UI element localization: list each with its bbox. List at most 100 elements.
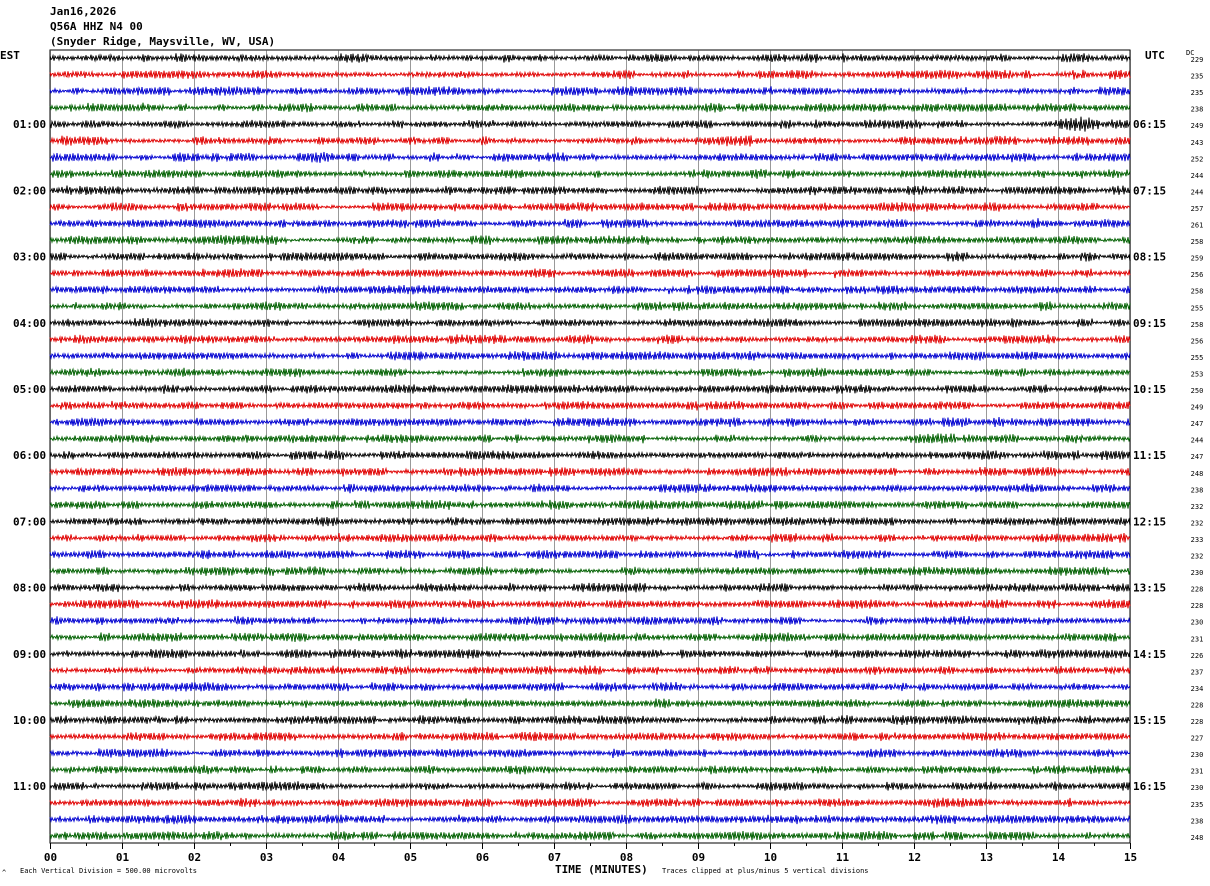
est-hour-label: 03:00 (13, 251, 46, 264)
dc-offset-label: 244 (1191, 188, 1204, 196)
seismic-trace (49, 251, 1131, 262)
seismic-trace (49, 367, 1131, 378)
seismic-trace (49, 664, 1131, 676)
x-tick-label: 15 (1124, 851, 1137, 864)
dc-offset-label: 235 (1191, 801, 1204, 809)
seismic-trace (49, 135, 1131, 147)
dc-offset-label: 259 (1191, 255, 1204, 263)
utc-hour-label: 15:15 (1133, 714, 1166, 727)
station-location: (Snyder Ridge, Maysville, WV, USA) (50, 35, 276, 48)
dc-offset-label: 227 (1191, 735, 1204, 743)
dc-offset-label: 230 (1191, 751, 1204, 759)
trace-group (49, 52, 1131, 841)
est-hour-label: 11:00 (13, 780, 46, 793)
dc-offset-label: 234 (1191, 685, 1204, 693)
seismic-trace (49, 698, 1131, 709)
seismic-trace (49, 714, 1130, 725)
seismic-trace (49, 780, 1131, 792)
seismic-trace (49, 516, 1131, 527)
dc-offset-label: 231 (1191, 635, 1204, 643)
dc-offset-label: 258 (1191, 321, 1204, 329)
chart-grid (49, 49, 1131, 849)
dc-offset-label: 255 (1191, 304, 1204, 312)
seismic-trace (49, 466, 1131, 478)
dc-column-label: DC (1186, 49, 1195, 57)
dc-offset-label: 232 (1191, 553, 1204, 561)
dc-offset-label: 244 (1191, 437, 1204, 445)
seismic-trace (49, 318, 1131, 328)
clip-note: Traces clipped at plus/minus 5 vertical … (662, 867, 869, 875)
x-tick-label: 11 (836, 851, 850, 864)
dc-offset-label: 256 (1191, 271, 1204, 279)
dc-offset-label: 238 (1191, 817, 1204, 825)
seismic-trace (49, 185, 1131, 196)
dc-offset-label: 248 (1191, 470, 1204, 478)
seismic-trace (49, 582, 1131, 593)
seismic-trace (49, 499, 1131, 510)
seismic-trace (49, 681, 1131, 692)
dc-offset-label: 232 (1191, 503, 1204, 511)
seismic-trace (49, 384, 1131, 394)
utc-hour-label: 10:15 (1133, 383, 1166, 396)
left-timezone-label: EST (0, 49, 20, 62)
dc-offset-label: 230 (1191, 569, 1204, 577)
dc-offset-label: 243 (1191, 139, 1204, 147)
seismic-trace (49, 168, 1131, 179)
seismic-trace (49, 102, 1131, 113)
x-tick-label: 12 (908, 851, 921, 864)
dc-offset-label: 255 (1191, 354, 1204, 362)
dc-offset-label: 230 (1191, 784, 1204, 792)
utc-hour-label: 09:15 (1133, 317, 1166, 330)
dc-offset-label: 237 (1191, 668, 1204, 676)
seismic-trace (49, 86, 1131, 97)
axis-label-group: 00 01 02 03 04 05 06 07 08 09 10 11 12 13 14 15 229 235 23… (13, 56, 1203, 864)
seismic-trace (49, 814, 1131, 825)
seismic-trace (49, 797, 1131, 808)
x-tick-label: 04 (332, 851, 346, 864)
seismic-trace (49, 483, 1131, 494)
seismic-trace (49, 52, 1131, 63)
seismic-trace (49, 218, 1131, 229)
seismic-trace (49, 201, 1131, 212)
dc-offset-label: 235 (1191, 89, 1204, 97)
seismic-trace (49, 748, 1131, 758)
dc-offset-label: 228 (1191, 602, 1204, 610)
dc-offset-label: 252 (1191, 155, 1204, 163)
seismic-trace (49, 433, 1131, 444)
dc-offset-label: 247 (1191, 453, 1204, 461)
dc-offset-label: 238 (1191, 106, 1204, 114)
dc-offset-label: 228 (1191, 718, 1204, 726)
utc-hour-label: 11:15 (1133, 449, 1166, 462)
station-channel: Q56A HHZ N4 00 (50, 20, 143, 33)
dc-offset-label: 233 (1191, 536, 1204, 544)
est-hour-label: 08:00 (13, 582, 46, 595)
x-tick-label: 09 (692, 851, 705, 864)
dc-offset-label: 244 (1191, 172, 1204, 180)
seismic-trace (49, 416, 1131, 428)
x-tick-label: 00 (44, 851, 57, 864)
est-hour-label: 01:00 (13, 118, 46, 131)
seismic-trace (49, 268, 1131, 279)
x-tick-label: 10 (764, 851, 777, 864)
scale-note: Each Vertical Division = 500.00 microvol… (20, 867, 198, 875)
dc-offset-label: 232 (1191, 519, 1204, 527)
dc-offset-label: 261 (1191, 222, 1204, 230)
x-tick-label: 06 (476, 851, 490, 864)
est-hour-label: 10:00 (13, 714, 46, 727)
dc-offset-label: 231 (1191, 768, 1204, 776)
seismic-trace (49, 69, 1131, 80)
x-tick-label: 13 (980, 851, 993, 864)
dc-offset-label: 256 (1191, 337, 1204, 345)
seismic-trace (49, 350, 1131, 361)
seismic-trace (49, 830, 1131, 841)
utc-hour-label: 06:15 (1133, 118, 1166, 131)
est-hour-label: 04:00 (13, 317, 46, 330)
x-tick-label: 08 (620, 851, 633, 864)
dc-offset-label: 249 (1191, 404, 1204, 412)
seismic-trace (49, 532, 1131, 543)
dc-offset-label: 257 (1191, 205, 1204, 213)
x-axis-title: TIME (MINUTES) (555, 863, 648, 876)
dc-offset-label: 258 (1191, 238, 1204, 246)
dc-offset-label: 230 (1191, 619, 1204, 627)
